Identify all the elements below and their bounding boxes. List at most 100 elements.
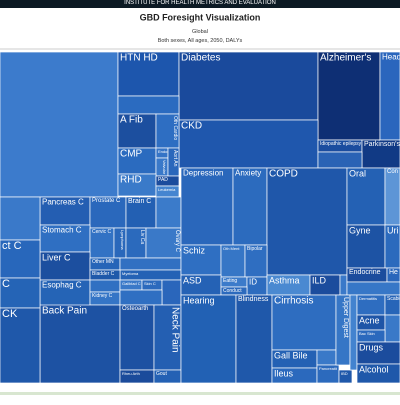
tile [0, 51, 119, 198]
tile-label: CK [2, 308, 18, 320]
tile-label: ASD [183, 275, 202, 285]
tile-label: Drugs [359, 342, 384, 352]
tile-label: Upper Digest [342, 297, 349, 338]
tile-label: Asthma [269, 275, 300, 285]
tile-label: RHD [120, 174, 142, 185]
tile-label: Osteoarth [122, 306, 148, 312]
tile-label: Conduct [223, 288, 242, 294]
tile [316, 349, 337, 366]
tile-label: Acne [359, 315, 380, 325]
tile-label: CKD [181, 120, 202, 131]
tile-label: Pancreas C [42, 198, 84, 207]
tile [379, 51, 400, 141]
tile-label: Aort An [172, 150, 178, 167]
tile-label: Idiopathic epilepsy [320, 141, 362, 147]
tile [338, 369, 353, 384]
tile-label: Liv Ca [139, 230, 145, 244]
header: INSTITUTE FOR HEALTH METRICS AND EVALUAT… [124, 0, 276, 6]
header-bar [0, 0, 400, 8]
tile [39, 224, 91, 253]
tile-label: A Fib [120, 114, 143, 125]
tile [117, 95, 180, 115]
tile-label: Diabetes [181, 52, 220, 63]
tile-label: Parkinson's [364, 141, 400, 148]
tile-label: Bladder C [92, 271, 115, 277]
tile [119, 257, 182, 271]
tile [317, 151, 363, 169]
tile-label: Cirrhosis [274, 295, 313, 306]
tile [317, 51, 381, 141]
tile-label: Prostate C [92, 198, 121, 204]
tile [384, 314, 400, 343]
tile [180, 294, 237, 384]
tile-label: Kidney C [92, 293, 113, 299]
tile-label: Alzheimer's [320, 52, 371, 63]
tile-label: Endocar [158, 149, 174, 154]
tile-label: Gout [156, 371, 167, 377]
tile-label: Alcohol [359, 364, 389, 374]
tile-label: ILD [312, 275, 327, 285]
tile-label: PAD [158, 177, 168, 183]
tile-label: Gall Bile [274, 350, 308, 360]
tile-label: Bipolar [247, 246, 263, 252]
tile-label: He [389, 269, 398, 276]
tile [0, 307, 41, 384]
title: GBD Foresight Visualization [140, 12, 261, 22]
tile-label: Oral [349, 168, 366, 178]
tile [89, 279, 121, 293]
tile-label: Schiz [183, 245, 206, 255]
tile [232, 167, 268, 246]
tile [119, 289, 163, 306]
subtitle: Both sexes, All ages, 2050, DALYs [158, 38, 243, 44]
tile [119, 304, 155, 371]
tile-label: Back Pain [42, 305, 87, 316]
tile-label: Anxiety [235, 169, 261, 178]
tile-label: Hearing [183, 295, 215, 305]
tile-label: Uri [387, 225, 399, 235]
tile [89, 227, 115, 259]
footer-bar [0, 392, 400, 395]
tile-label: Ovary C [174, 230, 180, 253]
tile [349, 294, 358, 371]
tile-label: IBD [341, 371, 348, 376]
tile-label: Lymphoma [120, 230, 125, 250]
tile-label: COPD [269, 168, 298, 179]
tile-label: Brain C [128, 198, 151, 205]
tile [0, 277, 41, 309]
tile-label: Eating [223, 278, 237, 284]
tile-label: Stomach C [42, 226, 82, 235]
treemap: HTN HD Diabetes Alzheimer's Headac CKD Idiopa… [0, 51, 400, 384]
tile-label: Gyne [349, 225, 371, 235]
tile [384, 167, 400, 226]
tile-label: CMP [120, 148, 143, 159]
tile [361, 139, 400, 169]
tile-label: Leukemia [158, 187, 176, 192]
tile [180, 244, 222, 276]
tile-label: Neck Pain [170, 307, 181, 353]
tile-label: Oth Cardio [172, 116, 178, 140]
tile [145, 227, 182, 259]
tile [180, 167, 234, 246]
tile-label: Ileus [274, 368, 294, 378]
tile-label: Headac [382, 53, 400, 62]
tile [39, 251, 91, 281]
tile-label: Rheu Arth [122, 371, 140, 376]
tile-label: Gallblad C [122, 281, 141, 286]
tile [117, 147, 157, 175]
tile-label: ct C [2, 240, 22, 252]
tile [235, 294, 273, 384]
tile [155, 196, 182, 229]
tile-label: Skin C [144, 281, 156, 286]
tile-label: Bac Skin [359, 331, 375, 336]
tile-label: Valvular [162, 160, 167, 175]
tile-label: Liver C [42, 252, 71, 262]
tile [178, 51, 319, 121]
tile-label: C [2, 278, 10, 290]
tile-label: Con [387, 169, 398, 175]
tile [346, 281, 400, 296]
tile-label: Depression [183, 169, 223, 178]
tile-label: HTN HD [120, 52, 158, 63]
tile [346, 224, 386, 269]
tile-label: Scabies [387, 296, 400, 302]
tile-label: Other MN [92, 259, 114, 265]
